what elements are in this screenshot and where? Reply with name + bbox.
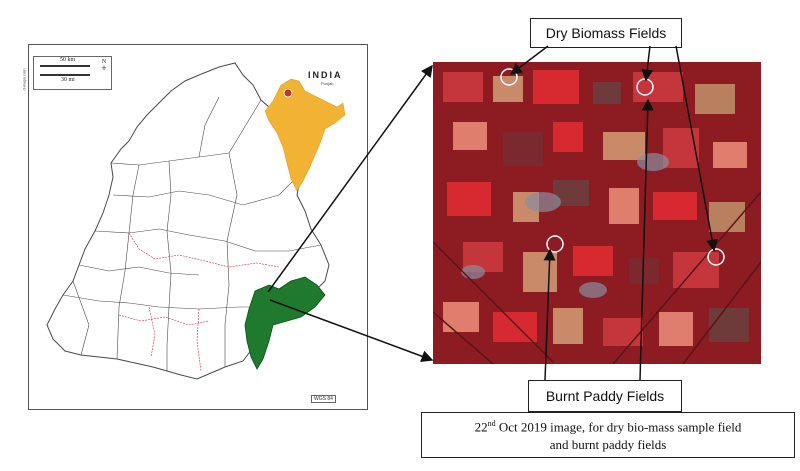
- north-arrow-icon: N ✛: [101, 59, 107, 72]
- roads: [433, 191, 761, 364]
- dry-biomass-callout: Dry Biomass Fields: [530, 18, 682, 48]
- field-patches: [443, 70, 749, 346]
- image-caption: 22nd Oct 2019 image, for dry bio-mass sa…: [421, 412, 795, 458]
- satellite-image: [433, 62, 761, 364]
- scale-km-label: 50 km: [60, 57, 76, 63]
- punjab-map-panel: 50 km 30 mi N ✛ d-maps.com INDIA Punjab W…: [22, 44, 368, 410]
- datum-label: WGS 84: [311, 395, 336, 403]
- burnt-paddy-callout: Burnt Paddy Fields: [528, 380, 682, 412]
- scale-bar: 50 km 30 mi N ✛: [33, 56, 112, 90]
- district-borders: [62, 96, 322, 371]
- caption-day: 22: [474, 419, 488, 435]
- punjab-district-map: [46, 62, 346, 380]
- source-website-label: d-maps.com: [21, 68, 27, 91]
- highlighted-district: [244, 276, 326, 370]
- north-label: N: [101, 59, 107, 65]
- internal-boundaries: [118, 232, 280, 372]
- inset-title: INDIA: [308, 70, 343, 80]
- inset-subtitle: Punjab: [321, 81, 334, 86]
- dry-biomass-marker-1: [500, 68, 518, 86]
- india-inset: [264, 78, 346, 192]
- caption-line1: Oct 2019 image, for dry bio-mass sample …: [495, 419, 742, 435]
- scale-bar-km: [40, 65, 90, 67]
- satellite-fields: [433, 62, 761, 364]
- scale-mi-label: 30 mi: [61, 77, 75, 83]
- scale-bar-mi: [40, 74, 90, 76]
- caption-superscript: nd: [487, 419, 496, 428]
- caption-line2: and burnt paddy fields: [549, 437, 667, 453]
